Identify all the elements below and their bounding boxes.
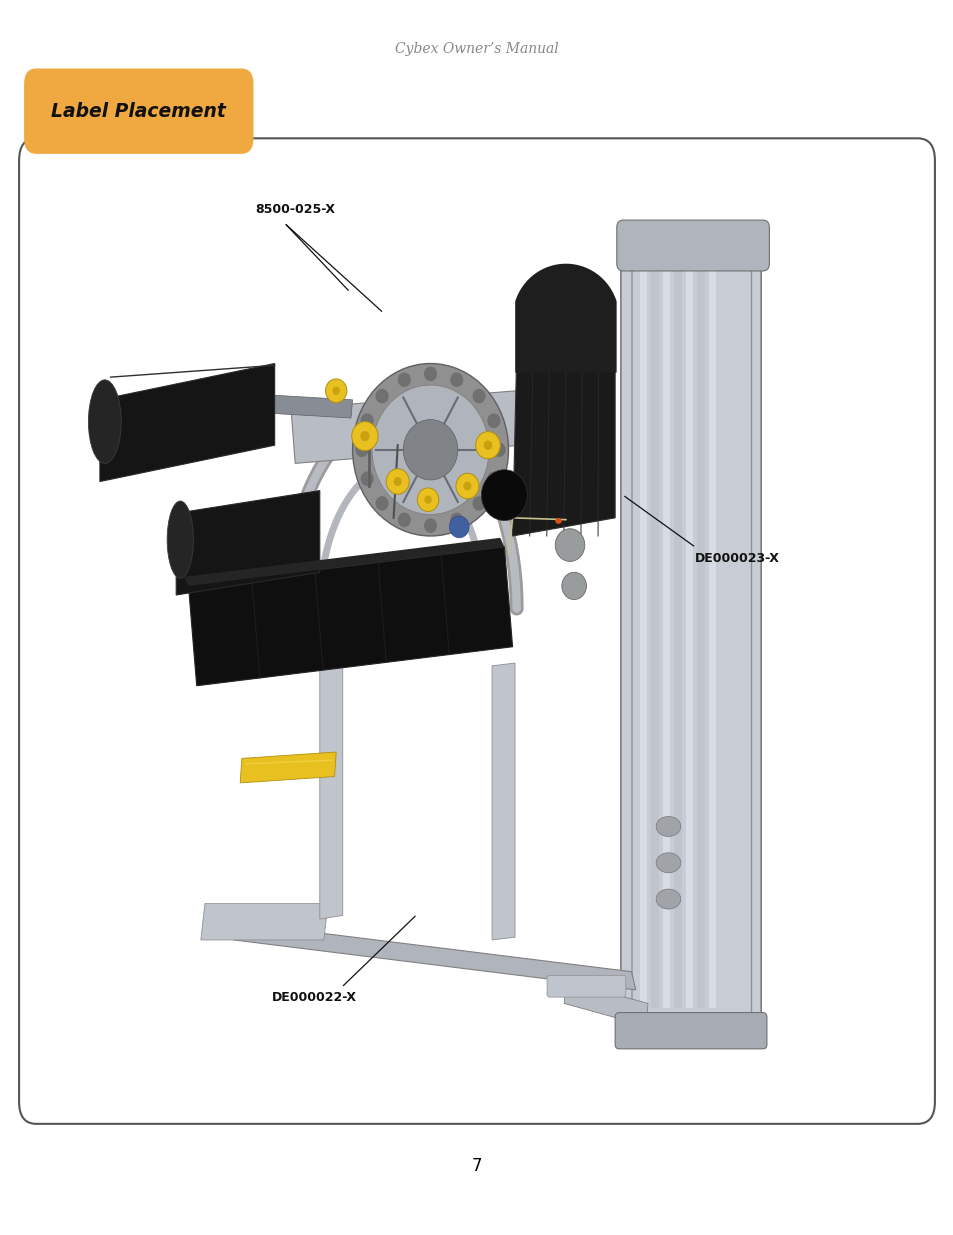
- Circle shape: [360, 431, 369, 441]
- Polygon shape: [200, 904, 328, 940]
- Circle shape: [403, 420, 457, 480]
- Ellipse shape: [656, 853, 680, 873]
- Circle shape: [481, 469, 527, 521]
- Text: Cybex Owner’s Manual: Cybex Owner’s Manual: [395, 42, 558, 57]
- Circle shape: [483, 441, 492, 450]
- Circle shape: [492, 442, 505, 457]
- Circle shape: [355, 442, 368, 457]
- Circle shape: [487, 414, 500, 429]
- FancyBboxPatch shape: [19, 138, 934, 1124]
- Circle shape: [423, 367, 436, 382]
- Ellipse shape: [89, 380, 121, 463]
- Circle shape: [487, 472, 500, 487]
- Polygon shape: [563, 981, 647, 1026]
- Bar: [708, 264, 716, 1008]
- Circle shape: [450, 513, 463, 527]
- Bar: [674, 264, 680, 1008]
- Circle shape: [375, 496, 388, 511]
- Circle shape: [397, 373, 411, 387]
- Circle shape: [397, 513, 411, 527]
- Polygon shape: [512, 336, 615, 536]
- Polygon shape: [230, 921, 635, 990]
- Circle shape: [360, 414, 374, 429]
- Polygon shape: [319, 636, 342, 919]
- Polygon shape: [492, 663, 515, 940]
- Circle shape: [456, 473, 478, 499]
- Circle shape: [555, 529, 584, 562]
- Bar: [685, 264, 692, 1008]
- Text: Label Placement: Label Placement: [51, 101, 226, 121]
- Text: 8500-025-X: 8500-025-X: [255, 203, 335, 216]
- Polygon shape: [100, 363, 274, 482]
- Bar: [639, 264, 646, 1008]
- Circle shape: [472, 389, 485, 404]
- Circle shape: [386, 469, 409, 494]
- FancyBboxPatch shape: [25, 69, 253, 153]
- Circle shape: [472, 496, 485, 511]
- Text: 7: 7: [471, 1157, 482, 1174]
- Polygon shape: [240, 752, 335, 783]
- Ellipse shape: [656, 816, 680, 836]
- Text: DE000023-X: DE000023-X: [694, 552, 779, 564]
- Polygon shape: [189, 547, 512, 685]
- Polygon shape: [273, 395, 353, 417]
- Circle shape: [394, 477, 401, 487]
- Polygon shape: [291, 390, 520, 463]
- FancyBboxPatch shape: [546, 976, 625, 997]
- FancyBboxPatch shape: [617, 220, 768, 270]
- Bar: [662, 264, 669, 1008]
- Circle shape: [417, 488, 438, 511]
- Circle shape: [375, 389, 388, 404]
- Circle shape: [561, 572, 586, 599]
- Circle shape: [352, 421, 377, 451]
- Circle shape: [424, 495, 432, 504]
- Polygon shape: [184, 537, 504, 585]
- Circle shape: [325, 379, 347, 403]
- Circle shape: [372, 385, 489, 515]
- Circle shape: [449, 516, 469, 537]
- Circle shape: [353, 363, 508, 536]
- FancyBboxPatch shape: [620, 225, 760, 1037]
- Circle shape: [332, 387, 339, 395]
- Ellipse shape: [167, 501, 193, 578]
- Ellipse shape: [656, 889, 680, 909]
- Circle shape: [423, 519, 436, 534]
- Bar: [697, 264, 704, 1008]
- Polygon shape: [176, 490, 319, 595]
- FancyBboxPatch shape: [615, 1013, 766, 1049]
- Circle shape: [463, 482, 471, 490]
- Circle shape: [450, 373, 463, 387]
- Text: DE000022-X: DE000022-X: [272, 992, 356, 1004]
- Circle shape: [476, 431, 499, 459]
- Circle shape: [360, 472, 374, 487]
- Bar: [651, 264, 658, 1008]
